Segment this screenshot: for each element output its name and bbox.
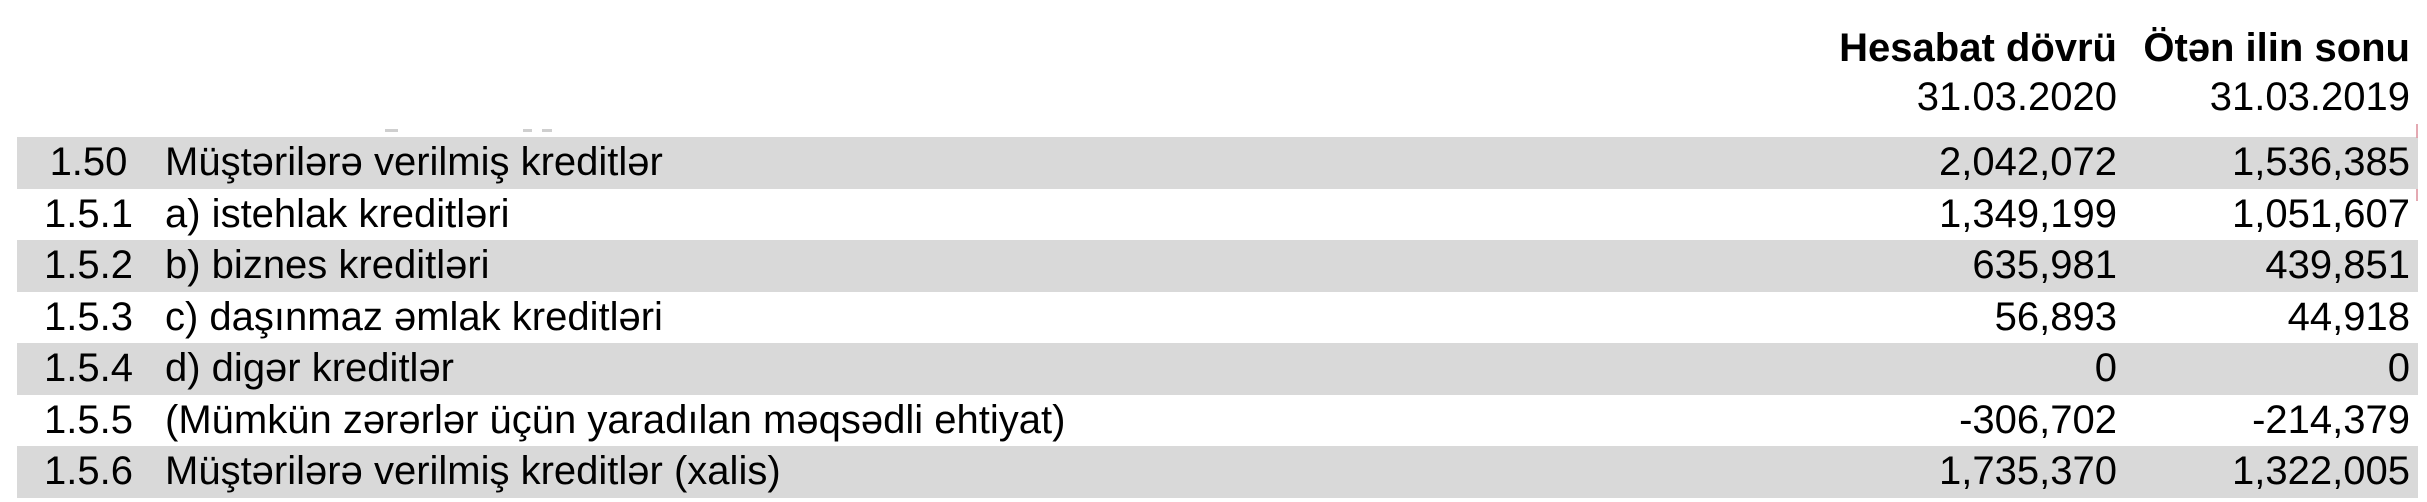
table-header: Hesabat dövrü Ötən ilin sonu 31.03.2020 … [17, 0, 2418, 122]
row-code: 1.5.3 [44, 294, 133, 339]
clipped-text-artifact [542, 129, 552, 132]
row-value-previous: 439,851 [2265, 243, 2410, 288]
table-row: 1.5.6 Müştərilərə verilmiş kreditlər (xa… [17, 446, 2418, 498]
col-header-reporting-period: Hesabat dövrü [1839, 25, 2117, 70]
col-subheader-reporting-date: 31.03.2020 [1916, 74, 2117, 119]
header-label-row: Hesabat dövrü Ötən ilin sonu [17, 24, 2418, 72]
row-value-current: 0 [2094, 346, 2117, 391]
table-row: 1.5.2 b) biznes kreditləri 635,981 439,8… [17, 240, 2418, 292]
row-label: Müştərilərə verilmiş kreditlər (xalis) [165, 449, 781, 494]
row-label: a) istehlak kreditləri [165, 191, 510, 236]
row-code: 1.5.4 [44, 346, 133, 391]
row-value-current: 1,735,370 [1939, 449, 2117, 494]
row-label: b) biznes kreditləri [165, 243, 490, 288]
row-code: 1.50 [49, 140, 128, 185]
col-header-prior-year-end: Ötən ilin sonu [2143, 25, 2410, 70]
row-code: 1.5.5 [44, 397, 133, 442]
row-label: (Mümkün zərərlər üçün yaradılan məqsədli… [165, 397, 1066, 442]
col-subheader-prior-date: 31.03.2019 [2209, 74, 2410, 119]
table-row: 1.5.3 c) daşınmaz əmlak kreditləri 56,89… [17, 292, 2418, 344]
row-value-previous: 0 [2387, 346, 2410, 391]
table-row: 1.5.5 (Mümkün zərərlər üçün yaradılan mə… [17, 395, 2418, 447]
row-code: 1.5.1 [44, 191, 133, 236]
clipped-text-artifact [385, 129, 398, 132]
header-date-row: 31.03.2020 31.03.2019 [17, 72, 2418, 122]
row-value-previous: 1,051,607 [2232, 191, 2410, 236]
table-row: 1.5.1 a) istehlak kreditləri 1,349,199 1… [17, 189, 2418, 241]
page-break-line [2416, 124, 2418, 138]
row-value-previous: 1,322,005 [2232, 449, 2410, 494]
row-value-previous: 44,918 [2287, 294, 2410, 339]
row-label: Müştərilərə verilmiş kreditlər [165, 140, 663, 185]
row-value-current: -306,702 [1959, 397, 2117, 442]
table-body: 1.50 Müştərilərə verilmiş kreditlər 2,04… [17, 137, 2418, 498]
row-label: d) digər kreditlər [165, 346, 455, 391]
clipped-text-artifact [523, 129, 532, 132]
row-code: 1.5.6 [44, 449, 133, 494]
row-value-previous: -214,379 [2252, 397, 2410, 442]
row-value-current: 56,893 [1994, 294, 2117, 339]
page-break-line [2416, 189, 2418, 201]
table-row: 1.5.4 d) digər kreditlər 0 0 [17, 343, 2418, 395]
row-code: 1.5.2 [44, 243, 133, 288]
table-row: 1.50 Müştərilərə verilmiş kreditlər 2,04… [17, 137, 2418, 189]
row-value-previous: 1,536,385 [2232, 140, 2410, 185]
row-value-current: 2,042,072 [1939, 140, 2117, 185]
row-label: c) daşınmaz əmlak kreditləri [165, 294, 663, 339]
row-value-current: 1,349,199 [1939, 191, 2117, 236]
row-value-current: 635,981 [1972, 243, 2117, 288]
